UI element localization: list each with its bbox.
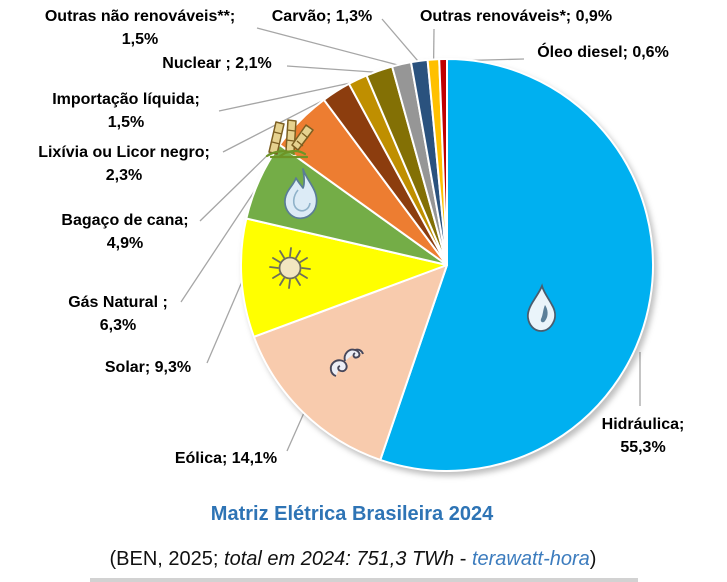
slice-label-solar: Solar; 9,3% [104,359,192,376]
slice-label-bagaco-de-cana: Bagaço de cana; 4,9% [61,212,189,252]
slice-label-lixivia: Lixívia ou Licor negro; 2,3% [38,144,210,184]
pie-slice-eolica [252,264,448,461]
leader-line-solar [206,277,245,364]
leader-line-outras-nao-renovaveis [256,27,403,67]
slice-label-eolica: Eólica; 14,1% [174,450,278,467]
slice-label-gas-natural: Gás Natural ; 6,3% [68,294,168,334]
pie-slices [240,57,655,472]
slice-label-outras-renovaveis: Outras renováveis*; 0,9% [419,8,613,25]
bottom-divider [90,578,638,582]
slice-label-outras-nao-renovaveis: Outras não renováveis**; 1,5% [44,8,236,48]
slice-label-oleo-diesel: Óleo diesel; 0,6% [537,44,669,61]
caption-close-paren: ) [589,548,597,570]
pie-slice-oleo-diesel [438,57,448,266]
chart-caption: (BEN, 2025; total em 2024: 751,3 TWh - t… [110,547,597,571]
slice-label-importacao-liquida: Importação líquida; 1,5% [52,91,200,131]
terawatt-hora-link[interactable]: terawatt-hora [471,548,590,570]
pie-slice-solar [240,217,448,338]
leader-line-eolica [286,410,306,452]
slice-label-nuclear: Nuclear ; 2,1% [162,55,272,72]
caption-source: (BEN, 2025; [109,548,225,570]
leader-line-gas-natural [180,180,262,303]
caption-total: total em 2024: 751,3 TWh [224,548,455,570]
slice-label-carvao: Carvão; 1,3% [271,8,373,25]
chart-title: Matriz Elétrica Brasileira 2024 [210,503,494,525]
pie-slice-hidraulica [379,58,655,472]
caption-separator: - [454,548,472,570]
leader-line-carvao [381,18,421,64]
leader-line-importacao [218,80,359,112]
leader-line-nuclear [286,65,380,74]
slice-label-hidraulica: Hidráulica; 55,3% [601,416,685,456]
